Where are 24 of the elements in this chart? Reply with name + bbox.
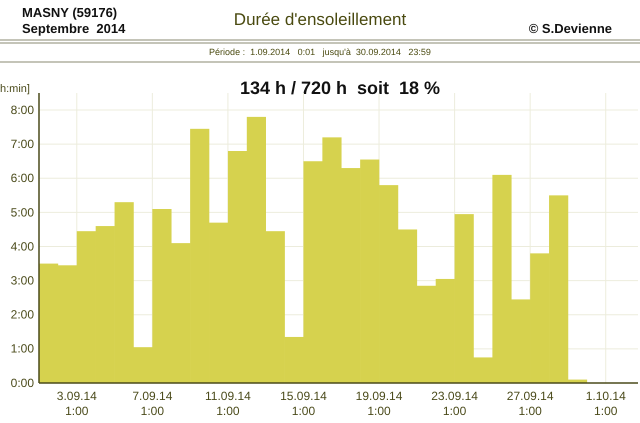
x-tick-label: 3.09.14 1:00 <box>56 388 98 418</box>
y-tick-label: 4:00 <box>10 239 34 254</box>
x-tick-label: 1.10.14 1:00 <box>586 388 626 418</box>
y-tick-label: 2:00 <box>10 308 34 322</box>
y-tick-label: 8:00 <box>10 102 34 117</box>
text: Septembre 2014 <box>22 21 126 36</box>
chart-subtitle: Période : 1.09.2014 0:01 jusqu'à 30.09.2014 23:59 <box>209 47 431 57</box>
y-tick-label: 3:00 <box>10 273 34 288</box>
text: © S.Devienne <box>528 21 612 36</box>
annotation: 134 h / 720 h soit 18 % <box>240 78 440 98</box>
y-tick-label: 1:00 <box>10 342 34 356</box>
y-tick-label: 5:00 <box>10 205 34 220</box>
y-tick-label: 7:00 <box>10 137 34 152</box>
x-tick-label: 19.09.14 1:00 <box>356 388 403 418</box>
text: MASNY (59176) <box>22 5 118 20</box>
y-tick-label: 0:00 <box>10 376 34 390</box>
x-tick-label: 7.09.14 1:00 <box>132 388 173 418</box>
x-tick-label: 11.09.14 1:00 <box>204 388 252 418</box>
x-tick-label: 23.09.14 1:00 <box>431 388 478 418</box>
chart-title: Durée d'ensoleillement <box>234 10 406 29</box>
y-axis-title: h:min] <box>0 83 30 95</box>
y-tick-label: 6:00 <box>10 171 34 186</box>
x-tick-label: 27.09.14 1:00 <box>506 388 554 418</box>
x-tick-label: 15.09.14 1:00 <box>280 388 328 418</box>
